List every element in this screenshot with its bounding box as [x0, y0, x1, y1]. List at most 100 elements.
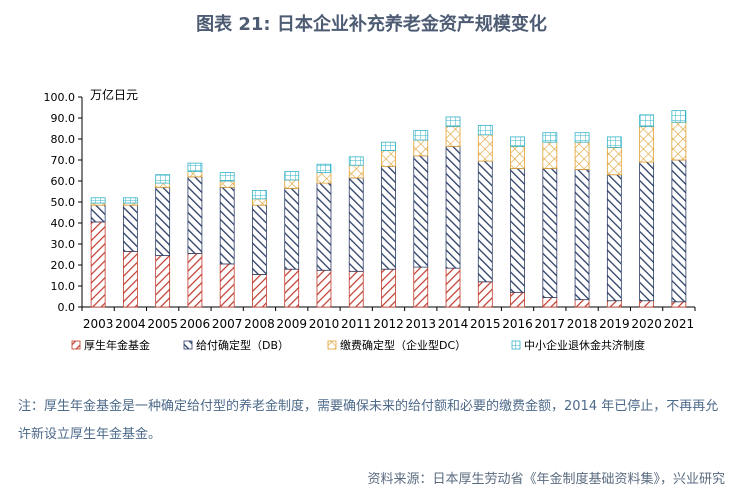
bar-segment — [219, 263, 235, 308]
x-tick-label: 2010 — [309, 317, 340, 331]
bar-segment — [90, 204, 106, 223]
bar-segment — [316, 172, 332, 184]
x-tick-label: 2017 — [535, 317, 566, 331]
x-tick-label: 2018 — [567, 317, 598, 331]
x-tick-label: 2009 — [276, 317, 307, 331]
legend-label: 给付确定型（DB） — [196, 338, 289, 352]
bar-segment — [445, 145, 461, 269]
bar-segment — [381, 141, 396, 151]
bar-segment — [187, 171, 203, 178]
x-tick-label: 2016 — [502, 317, 533, 331]
bar-segment — [574, 169, 590, 301]
bar-segment — [606, 300, 622, 308]
bar-segment — [445, 126, 461, 147]
y-tick-label: 50.0 — [51, 196, 76, 209]
bar-segment — [477, 160, 493, 283]
bar-segment — [252, 190, 267, 200]
x-tick-label: 2004 — [115, 317, 146, 331]
bar-segment — [155, 255, 171, 308]
bar-segment — [510, 291, 525, 308]
bar-segment — [477, 134, 493, 162]
legend-swatch — [327, 340, 337, 350]
bar-segment — [413, 266, 429, 308]
bar-segment — [381, 150, 396, 167]
bar-segment — [219, 180, 235, 188]
axes: 0.0 10.0 20.0 30.0 40.0 50.0 60.0 70.0 80.0 90.0 1… — [44, 91, 696, 331]
legend: 厚生年金基金 给付确定型（DB） 缴费确定型（企业型DC） 中小企业退休金共济制度 — [71, 338, 645, 352]
bar-segment — [122, 204, 138, 252]
bar-segment — [155, 174, 171, 184]
bar-segment — [284, 179, 300, 189]
x-tick-label: 2003 — [83, 317, 114, 331]
legend-swatch — [71, 340, 81, 350]
bar-segment — [413, 139, 429, 157]
stacked-bar-chart: 万亿日元 0.0 10.0 20.0 30.0 40.0 50.0 60.0 70.0 80.0… — [44, 87, 696, 352]
bar-segment — [348, 177, 364, 272]
bar-segment — [639, 161, 655, 302]
legend-swatch — [183, 340, 193, 350]
x-tick-label: 2013 — [405, 317, 436, 331]
page-title: 图表 21: 日本企业补充养老金资产规模变化 — [196, 14, 547, 35]
bar-segment — [574, 132, 590, 143]
bar-segment — [671, 121, 687, 161]
bar-segment — [381, 165, 396, 270]
bar-segment — [284, 187, 300, 270]
y-tick-label: 80.0 — [51, 133, 76, 146]
bar-segment — [574, 141, 590, 170]
bar-segment — [413, 155, 429, 268]
bar-segment — [413, 130, 429, 141]
bar-segment — [348, 156, 364, 166]
y-axis-unit-label: 万亿日元 — [90, 87, 138, 102]
y-tick-label: 40.0 — [51, 217, 76, 230]
bar-segment — [155, 182, 171, 188]
legend-label: 厚生年金基金 — [84, 338, 150, 352]
bar-segment — [252, 198, 267, 206]
x-tick-label: 2008 — [244, 317, 275, 331]
bar-segment — [316, 182, 332, 271]
bar-segment — [316, 269, 332, 308]
bar-segment — [510, 145, 525, 169]
bar-segment — [381, 268, 396, 308]
bar-segment — [574, 299, 590, 308]
bar-segment — [477, 124, 493, 136]
bar-segment — [542, 141, 558, 169]
bar-segment — [671, 110, 687, 123]
bar-segment — [639, 300, 655, 308]
bar-segment — [542, 167, 558, 298]
y-tick-label: 60.0 — [51, 175, 76, 188]
x-tick-label: 2021 — [664, 317, 695, 331]
y-tick-label: 0.0 — [58, 301, 76, 314]
bar-segment — [122, 197, 138, 204]
y-tick-label: 90.0 — [51, 112, 76, 125]
y-tick-label: 70.0 — [51, 154, 76, 167]
x-tick-label: 2005 — [147, 317, 178, 331]
x-tick-label: 2019 — [599, 317, 630, 331]
x-tick-label: 2007 — [212, 317, 243, 331]
x-tick-label: 2006 — [180, 317, 211, 331]
bar-segment — [90, 197, 106, 204]
x-tick-label: 2015 — [470, 317, 501, 331]
bar-segment — [90, 221, 106, 308]
bar-segment — [284, 268, 300, 308]
legend-label: 缴费确定型（企业型DC） — [340, 338, 466, 352]
y-tick-label: 20.0 — [51, 259, 76, 272]
bar-segment — [187, 162, 203, 172]
bar-segment — [445, 267, 461, 308]
bar-segment — [252, 204, 267, 275]
y-tick-label: 10.0 — [51, 280, 76, 293]
bars — [90, 110, 687, 308]
bar-segment — [284, 171, 300, 181]
bar-segment — [510, 136, 525, 147]
bar-segment — [155, 186, 171, 256]
bar-segment — [477, 281, 493, 308]
x-tick-label: 2011 — [341, 317, 372, 331]
bar-segment — [639, 114, 655, 127]
bar-segment — [606, 174, 622, 302]
x-tick-label: 2020 — [631, 317, 662, 331]
bar-segment — [219, 172, 235, 182]
bar-segment — [606, 146, 622, 176]
bar-segment — [671, 159, 687, 303]
bar-segment — [542, 132, 558, 143]
bar-segment — [639, 126, 655, 163]
bar-segment — [252, 274, 267, 308]
